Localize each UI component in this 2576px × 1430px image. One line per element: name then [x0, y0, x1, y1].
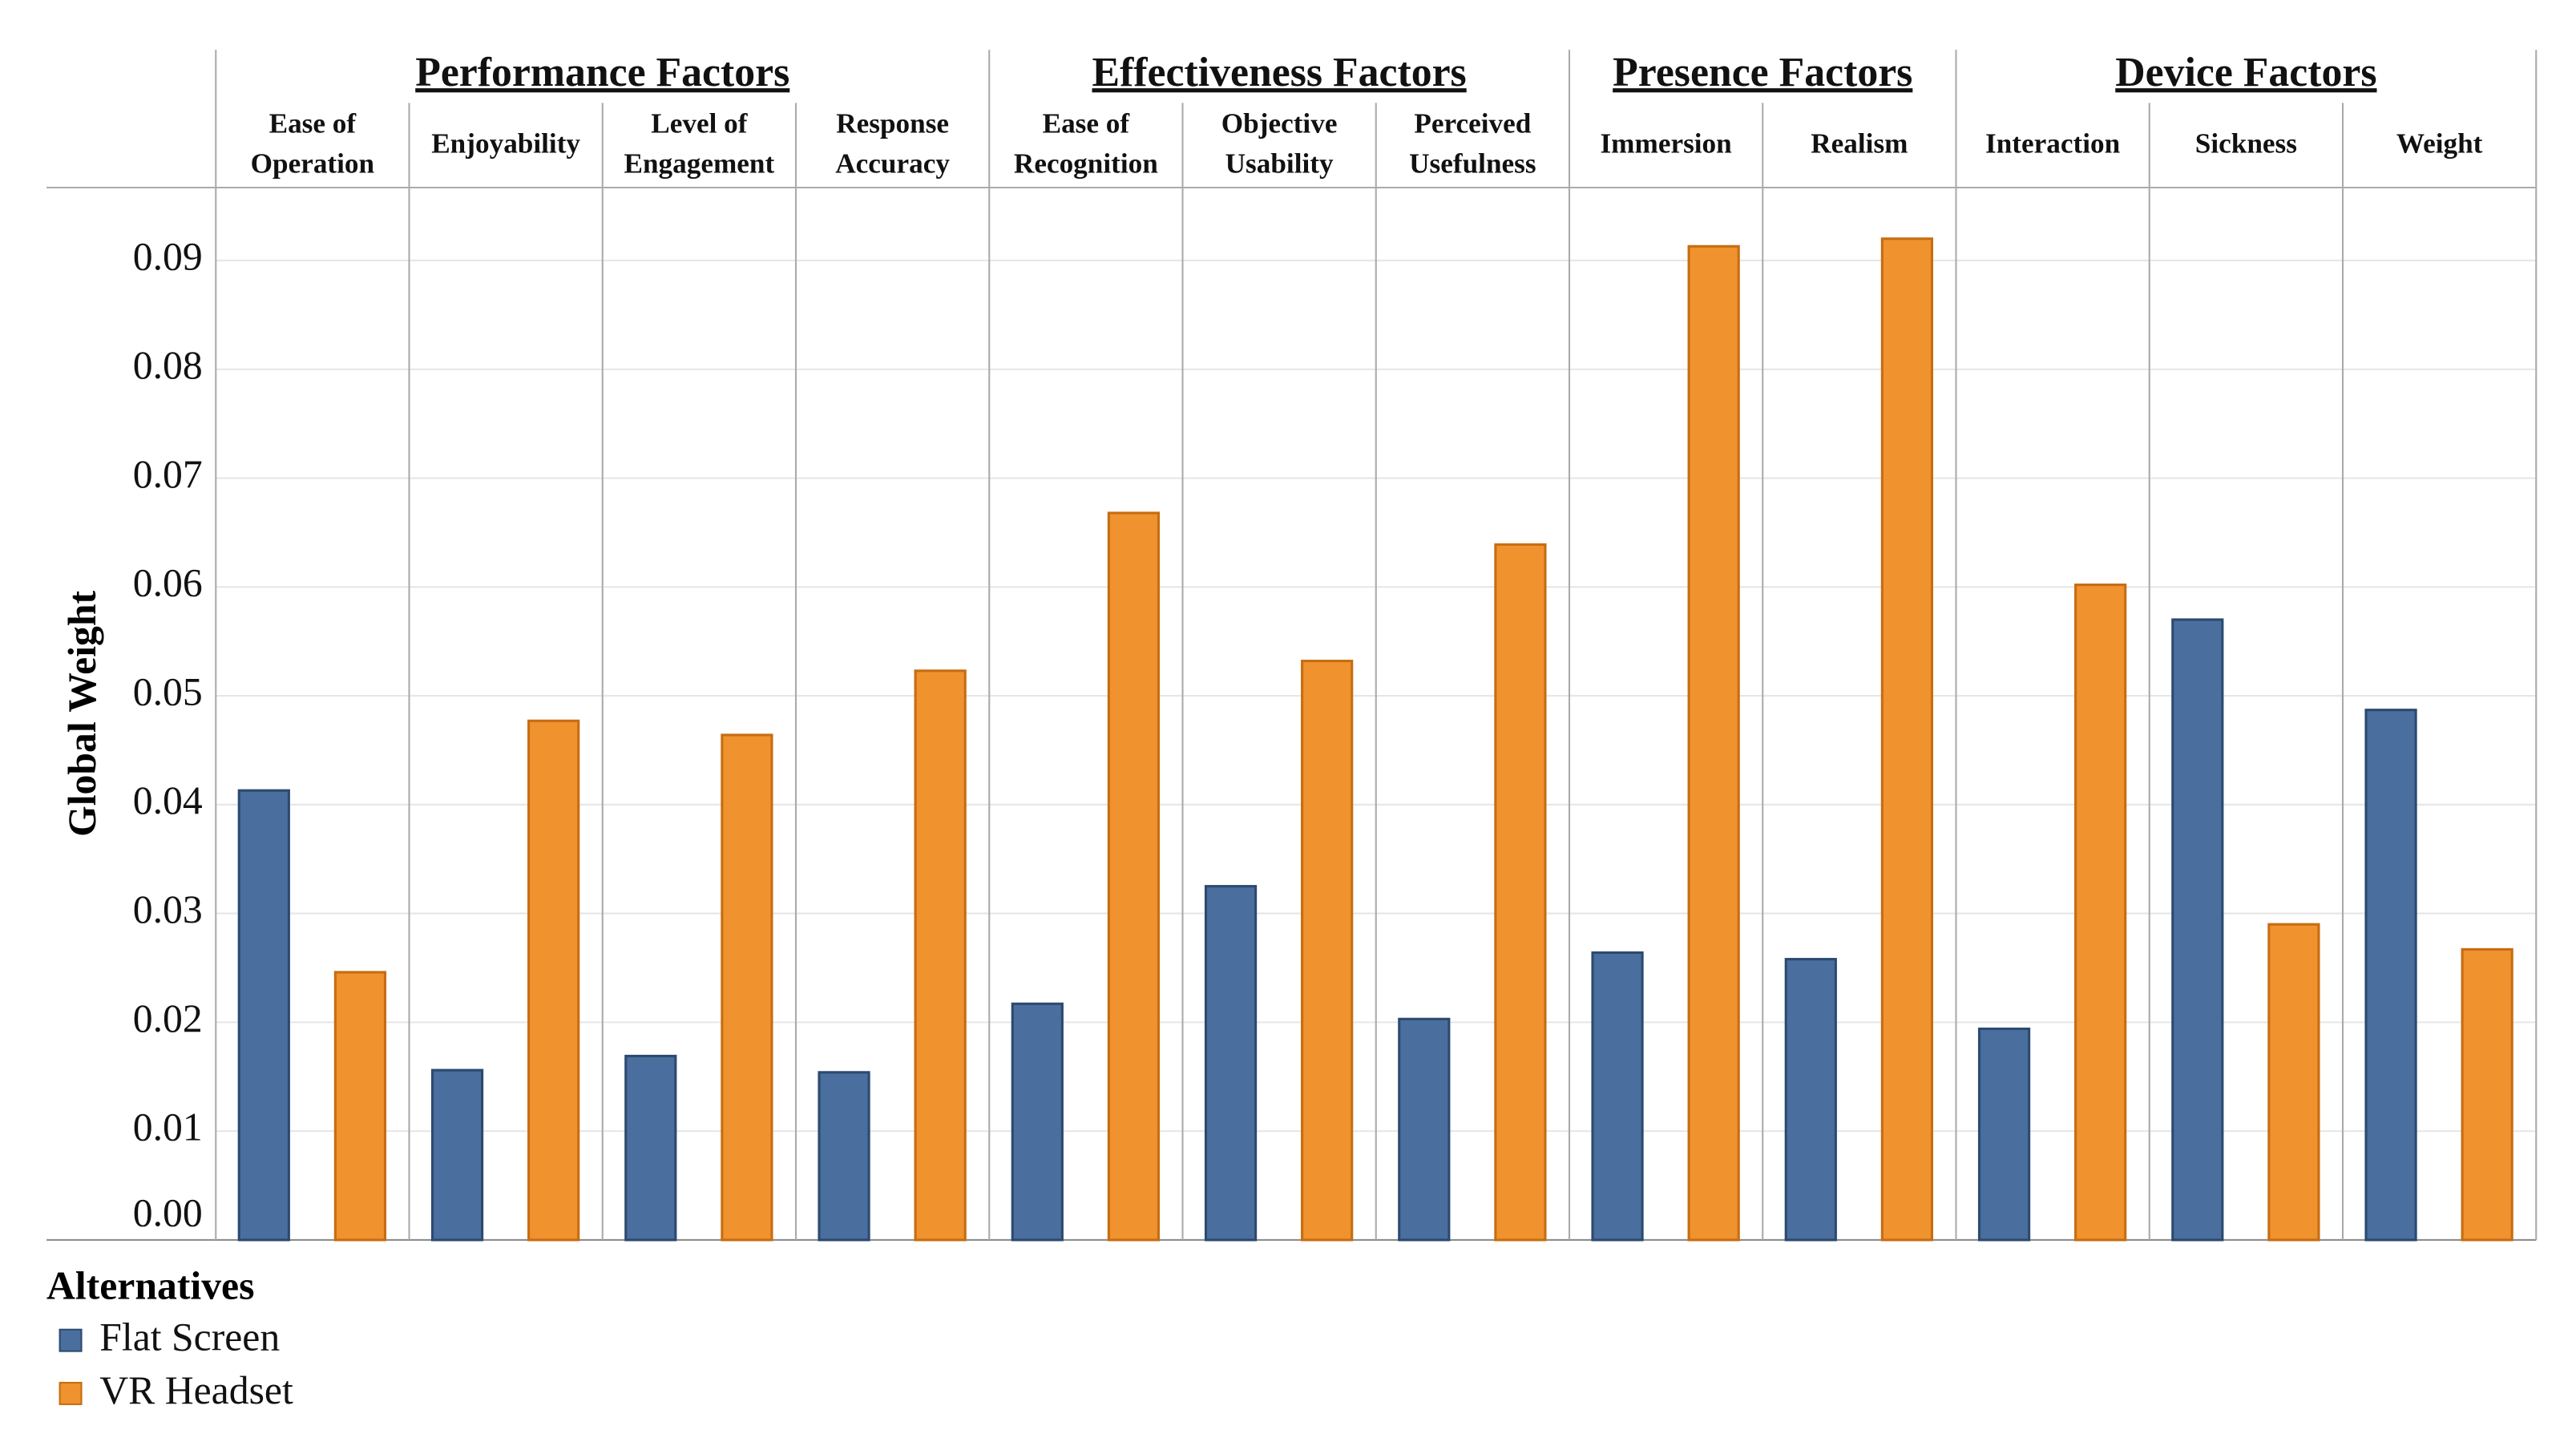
legend-label: Flat Screen [99, 1315, 280, 1359]
category-label-box: Interaction [1985, 127, 2121, 160]
bar [818, 1071, 870, 1242]
bar [1977, 1027, 2031, 1242]
group-label: Presence Factors [1613, 50, 1912, 95]
y-tick-label: 0.05 [133, 669, 203, 713]
category-label: Sickness [2194, 127, 2297, 160]
bar [1784, 958, 1837, 1242]
bar [2267, 923, 2320, 1242]
y-tick-label: 0.00 [133, 1190, 203, 1234]
category-label-box: Objective Usability [1221, 107, 1338, 180]
bar [430, 1068, 484, 1242]
y-axis-label: Global Weight [60, 591, 104, 837]
category-label-box: Ease of Recognition [1013, 107, 1158, 180]
legend-swatch [59, 1381, 83, 1405]
bar [2461, 947, 2513, 1242]
group-label: Effectiveness Factors [1092, 50, 1467, 95]
bar [1107, 511, 1161, 1242]
bar [333, 971, 387, 1242]
legend-label: VR Headset [99, 1368, 293, 1412]
category-label-box: Level of Engagement [624, 107, 775, 180]
category-label: Enjoyability [431, 127, 581, 160]
category-label: Realism [1811, 127, 1908, 160]
bar [2074, 584, 2127, 1242]
category-label: Ease of Recognition [1013, 107, 1158, 180]
category-label: Immersion [1600, 127, 1732, 160]
category-label: Weight [2396, 127, 2483, 160]
bar [1494, 543, 1547, 1242]
category-label: Level of Engagement [624, 107, 775, 180]
bar [1398, 1017, 1451, 1242]
bar [721, 733, 773, 1242]
bar [1204, 885, 1258, 1242]
bar [914, 669, 967, 1242]
bar [2171, 618, 2224, 1242]
y-tick-label: 0.02 [133, 996, 203, 1040]
bar [1591, 951, 1644, 1242]
category-label: Objective Usability [1221, 107, 1338, 180]
y-tick-label: 0.06 [133, 561, 203, 605]
bar [1880, 237, 1934, 1242]
category-label-box: Weight [2396, 127, 2483, 160]
bar [527, 719, 580, 1242]
category-label-box: Sickness [2194, 127, 2297, 160]
legend-title: Alternatives [46, 1263, 254, 1307]
y-tick-label: 0.01 [133, 1105, 203, 1149]
category-label: Response Accuracy [835, 107, 950, 180]
bar [237, 789, 290, 1242]
bar [1301, 660, 1354, 1242]
category-label: Perceived Usefulness [1409, 107, 1536, 180]
y-tick-label: 0.09 [133, 234, 203, 278]
legend-swatch [59, 1328, 83, 1352]
category-label-box: Immersion [1600, 127, 1732, 160]
bar [1687, 244, 1740, 1242]
y-tick-label: 0.07 [133, 452, 203, 496]
category-label-box: Ease of Operation [250, 107, 375, 180]
category-label: Interaction [1985, 127, 2121, 160]
bar [624, 1054, 677, 1242]
group-label: Performance Factors [415, 50, 789, 95]
y-tick-label: 0.08 [133, 343, 203, 387]
y-tick-label: 0.04 [133, 778, 203, 822]
bar [2364, 709, 2417, 1242]
y-tick-label: 0.03 [133, 887, 203, 931]
bar [1011, 1002, 1064, 1242]
category-label: Ease of Operation [250, 107, 375, 180]
group-label: Device Factors [2115, 50, 2376, 95]
category-label-box: Response Accuracy [835, 107, 950, 180]
category-label-box: Perceived Usefulness [1409, 107, 1536, 180]
category-label-box: Realism [1811, 127, 1908, 160]
category-label-box: Enjoyability [431, 127, 581, 160]
